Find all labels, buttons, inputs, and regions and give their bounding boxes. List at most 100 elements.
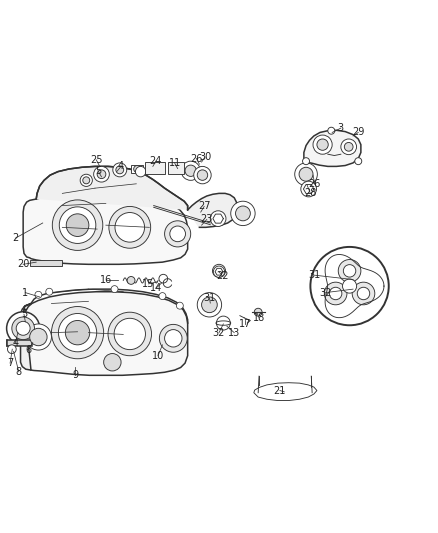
- Text: 7: 7: [7, 358, 13, 368]
- Circle shape: [311, 247, 389, 325]
- Text: 31: 31: [203, 293, 215, 303]
- Circle shape: [7, 312, 40, 345]
- Circle shape: [159, 293, 166, 300]
- Text: 16: 16: [100, 276, 112, 286]
- Circle shape: [338, 260, 361, 282]
- Text: 9: 9: [72, 370, 78, 381]
- Polygon shape: [25, 292, 187, 375]
- Text: 14: 14: [150, 283, 162, 293]
- Circle shape: [181, 161, 200, 180]
- Circle shape: [324, 282, 347, 305]
- Circle shape: [197, 170, 208, 180]
- Circle shape: [30, 328, 47, 346]
- Text: 6: 6: [25, 345, 32, 355]
- Circle shape: [303, 158, 310, 165]
- Circle shape: [159, 325, 187, 352]
- Text: 32: 32: [213, 328, 225, 337]
- Polygon shape: [21, 303, 31, 370]
- Polygon shape: [36, 166, 187, 210]
- Circle shape: [357, 287, 370, 300]
- Circle shape: [65, 320, 90, 345]
- Circle shape: [159, 274, 168, 283]
- Circle shape: [127, 277, 135, 284]
- Text: 27: 27: [198, 201, 210, 212]
- Circle shape: [116, 166, 124, 174]
- Text: 4: 4: [118, 161, 124, 172]
- Text: 29: 29: [352, 127, 364, 138]
- Circle shape: [7, 345, 16, 353]
- Circle shape: [295, 163, 318, 185]
- Circle shape: [12, 317, 35, 340]
- Circle shape: [58, 313, 97, 352]
- Bar: [168, 162, 184, 174]
- Circle shape: [328, 127, 335, 134]
- Text: 25: 25: [90, 155, 102, 165]
- Text: 1: 1: [22, 288, 28, 297]
- Bar: [145, 162, 165, 174]
- Circle shape: [194, 166, 211, 184]
- Text: 24: 24: [150, 156, 162, 166]
- Circle shape: [210, 211, 226, 227]
- Circle shape: [329, 287, 342, 300]
- Circle shape: [80, 174, 92, 187]
- Circle shape: [185, 165, 196, 176]
- Circle shape: [35, 292, 42, 298]
- Circle shape: [355, 158, 362, 165]
- Text: 21: 21: [274, 385, 286, 395]
- Circle shape: [165, 221, 191, 247]
- Circle shape: [313, 135, 332, 154]
- Circle shape: [97, 170, 106, 179]
- Text: 23: 23: [201, 214, 213, 224]
- Circle shape: [104, 353, 121, 371]
- Circle shape: [16, 321, 30, 335]
- Text: 18: 18: [253, 313, 265, 323]
- Circle shape: [59, 207, 96, 244]
- Text: 15: 15: [142, 279, 155, 289]
- Text: 4: 4: [12, 338, 18, 348]
- Circle shape: [52, 200, 103, 251]
- Circle shape: [231, 201, 255, 225]
- Text: 17: 17: [239, 319, 251, 329]
- Circle shape: [94, 166, 110, 182]
- Text: 5: 5: [95, 166, 101, 176]
- Circle shape: [108, 312, 152, 356]
- Bar: [131, 165, 143, 173]
- Text: 8: 8: [16, 367, 22, 377]
- Text: 13: 13: [228, 328, 240, 337]
- Circle shape: [66, 214, 89, 237]
- Circle shape: [46, 288, 53, 295]
- Text: 28: 28: [304, 188, 317, 198]
- Circle shape: [114, 318, 145, 350]
- Circle shape: [213, 266, 225, 277]
- Bar: [7, 341, 32, 346]
- Circle shape: [317, 139, 328, 150]
- Text: 26: 26: [190, 154, 202, 164]
- Text: 11: 11: [169, 158, 181, 168]
- Circle shape: [51, 306, 104, 359]
- Circle shape: [165, 329, 182, 347]
- Circle shape: [197, 293, 222, 317]
- Text: 22: 22: [216, 271, 229, 281]
- Circle shape: [201, 297, 217, 313]
- Bar: [30, 260, 62, 265]
- Text: 2: 2: [12, 233, 18, 243]
- Circle shape: [343, 279, 357, 293]
- Circle shape: [301, 181, 317, 197]
- Circle shape: [352, 282, 375, 305]
- Circle shape: [134, 166, 141, 173]
- Circle shape: [254, 308, 262, 316]
- Text: 20: 20: [17, 260, 29, 269]
- Circle shape: [170, 226, 185, 241]
- Text: 30: 30: [199, 152, 211, 162]
- Circle shape: [111, 286, 118, 293]
- Circle shape: [212, 264, 226, 277]
- Circle shape: [236, 206, 251, 221]
- Circle shape: [344, 142, 353, 151]
- Text: 5: 5: [21, 309, 27, 319]
- Polygon shape: [23, 192, 187, 264]
- Polygon shape: [187, 193, 237, 228]
- Circle shape: [113, 163, 127, 177]
- Circle shape: [109, 206, 151, 248]
- Text: 3: 3: [338, 123, 344, 133]
- Polygon shape: [304, 130, 361, 166]
